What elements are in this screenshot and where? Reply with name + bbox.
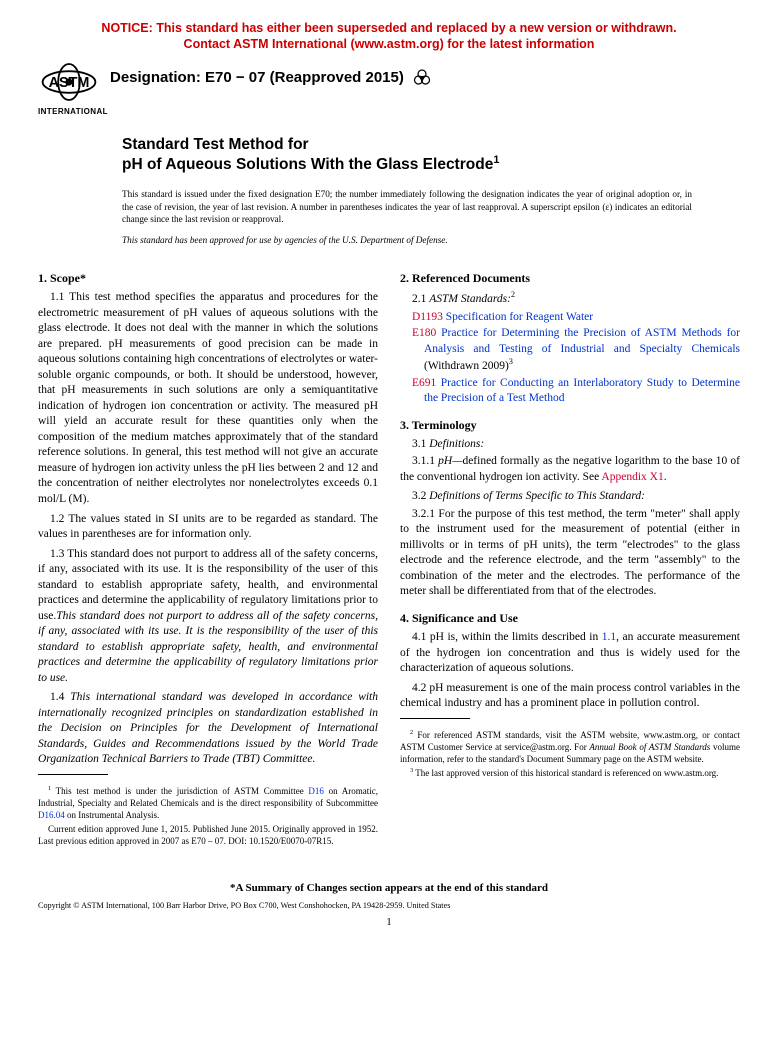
ref3-code[interactable]: E691 xyxy=(412,377,436,389)
ref-e180: E180 Practice for Determining the Precis… xyxy=(424,326,740,374)
ref3-title[interactable]: Practice for Conducting an Interlaborato… xyxy=(424,377,740,405)
fn1-a: This test method is under the jurisdicti… xyxy=(51,786,308,796)
fn1-c: on Instrumental Analysis. xyxy=(65,810,160,820)
designation-text: Designation: E70 − 07 (Reapproved 2015) xyxy=(110,68,404,88)
para-1-2: 1.2 The values stated in SI units are to… xyxy=(38,512,378,543)
p2-1-label: 2.1 xyxy=(412,293,429,305)
p3-1-italic: Definitions: xyxy=(429,438,484,450)
footnote-3: 3 The last approved version of this hist… xyxy=(400,767,740,779)
fn1-link-d16[interactable]: D16 xyxy=(308,786,324,796)
left-footnotes: 1 This test method is under the jurisdic… xyxy=(38,785,378,848)
page-number: 1 xyxy=(38,915,740,930)
dod-approval-note: This standard has been approved for use … xyxy=(122,234,692,246)
fn3-text: The last approved version of this histor… xyxy=(413,768,718,778)
fn1-link-d1604[interactable]: D16.04 xyxy=(38,810,65,820)
para-3-1-1: 3.1.1 pH—defined formally as the negativ… xyxy=(400,454,740,485)
svg-text:ASTM: ASTM xyxy=(49,74,90,90)
para-3-2: 3.2 Definitions of Terms Specific to Thi… xyxy=(400,489,740,505)
scope-heading: 1. Scope* xyxy=(38,270,378,286)
terminology-heading: 3. Terminology xyxy=(400,417,740,433)
para-4-2: 4.2 pH measurement is one of the main pr… xyxy=(400,681,740,712)
right-footnotes: 2 For referenced ASTM standards, visit t… xyxy=(400,729,740,780)
para-3-2-1: 3.2.1 For the purpose of this test metho… xyxy=(400,507,740,600)
biohazard-icon xyxy=(412,67,432,91)
ref2-sup: 3 xyxy=(509,357,513,366)
para-2-1: 2.1 ASTM Standards:2 xyxy=(400,290,740,307)
astm-logo: ASTM INTERNATIONAL xyxy=(38,61,100,115)
title-footmark: 1 xyxy=(493,154,499,166)
p4-1-a: 4.1 pH is, within the limits described i… xyxy=(412,631,602,643)
p3-1-1-term: pH— xyxy=(438,455,462,467)
footnote-rule-left xyxy=(38,774,108,775)
para-1-4: 1.4 This international standard was deve… xyxy=(38,690,378,768)
para-1-3: 1.3 This standard does not purport to ad… xyxy=(38,547,378,687)
copyright-line: Copyright © ASTM International, 100 Barr… xyxy=(38,900,740,911)
ref1-code[interactable]: D1193 xyxy=(412,311,443,323)
body-columns: 1. Scope* 1.1 This test method specifies… xyxy=(38,264,740,849)
ref1-title[interactable]: Specification for Reagent Water xyxy=(443,311,593,323)
footnote-1: 1 This test method is under the jurisdic… xyxy=(38,785,378,821)
title-main: pH of Aqueous Solutions With the Glass E… xyxy=(122,154,740,175)
footnote-1b: Current edition approved June 1, 2015. P… xyxy=(38,823,378,847)
p3-1-1-a: 3.1.1 xyxy=(412,455,438,467)
summary-of-changes-note: *A Summary of Changes section appears at… xyxy=(38,881,740,896)
para-3-1: 3.1 Definitions: xyxy=(400,437,740,453)
p2-1-italic: ASTM Standards: xyxy=(429,293,511,305)
supersession-notice: NOTICE: This standard has either been su… xyxy=(38,20,740,53)
issuance-note: This standard is issued under the fixed … xyxy=(122,188,692,225)
ref-e691: E691 Practice for Conducting an Interlab… xyxy=(424,376,740,407)
link-1-1[interactable]: 1.1 xyxy=(602,631,616,643)
fn2-b: Annual Book of ASTM Standards xyxy=(589,742,710,752)
title-block: Standard Test Method for pH of Aqueous S… xyxy=(122,135,740,175)
left-column: 1. Scope* 1.1 This test method specifies… xyxy=(38,264,378,849)
ref-d1193: D1193 Specification for Reagent Water xyxy=(424,310,740,326)
appendix-x1-link[interactable]: Appendix X1 xyxy=(601,471,663,483)
p3-2-label: 3.2 xyxy=(412,490,429,502)
logo-label: INTERNATIONAL xyxy=(38,107,100,118)
p3-1-1-period: . xyxy=(664,471,667,483)
significance-heading: 4. Significance and Use xyxy=(400,610,740,626)
para-1-1: 1.1 This test method specifies the appar… xyxy=(38,290,378,507)
title-text: pH of Aqueous Solutions With the Glass E… xyxy=(122,156,493,173)
refdocs-heading: 2. Referenced Documents xyxy=(400,270,740,286)
ref2-code[interactable]: E180 xyxy=(412,327,436,339)
para-4-1: 4.1 pH is, within the limits described i… xyxy=(400,630,740,677)
footnote-2: 2 For referenced ASTM standards, visit t… xyxy=(400,729,740,765)
notice-line1: NOTICE: This standard has either been su… xyxy=(101,21,676,35)
title-prefix: Standard Test Method for xyxy=(122,135,740,154)
p3-2-italic: Definitions of Terms Specific to This St… xyxy=(429,490,645,502)
ref2-title[interactable]: Practice for Determining the Precision o… xyxy=(424,327,740,355)
notice-line2: Contact ASTM International (www.astm.org… xyxy=(184,37,595,51)
p3-1-label: 3.1 xyxy=(412,438,429,450)
footnote-rule-right xyxy=(400,718,470,719)
p2-1-sup: 2 xyxy=(511,290,515,299)
designation-row: Designation: E70 − 07 (Reapproved 2015) xyxy=(110,61,432,91)
right-column: 2. Referenced Documents 2.1 ASTM Standar… xyxy=(400,264,740,849)
header-row: ASTM INTERNATIONAL Designation: E70 − 07… xyxy=(38,61,740,115)
ref2-withdrawn: (Withdrawn 2009) xyxy=(424,360,509,372)
